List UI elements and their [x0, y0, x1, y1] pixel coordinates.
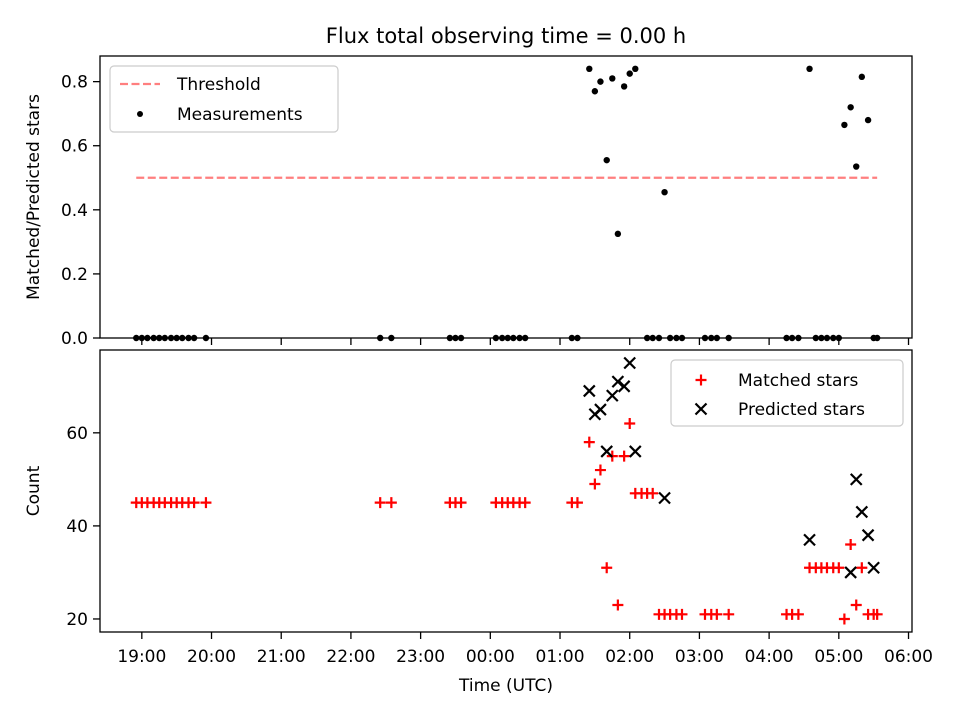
- legend-matched-label: Matched stars: [738, 371, 858, 391]
- matched-star-point: [601, 562, 613, 574]
- measurement-point: [806, 65, 813, 73]
- top-y-tick-label: 0.6: [61, 137, 88, 157]
- measurement-point: [632, 65, 639, 73]
- matched-star-point: [200, 497, 212, 509]
- bottom-x-tick-label: 03:00: [675, 647, 724, 667]
- predicted-star-point: [606, 389, 619, 402]
- bottom-x-tick-label: 05:00: [814, 647, 863, 667]
- bottom-x-tick-label: 20:00: [187, 647, 236, 667]
- matched-star-point: [850, 599, 862, 611]
- predicted-star-point: [583, 384, 596, 398]
- top-y-tick-label: 0.2: [61, 265, 88, 285]
- figure-title: Flux total observing time = 0.00 h: [326, 24, 686, 48]
- predicted-star-point: [617, 380, 631, 393]
- matched-star-point: [871, 608, 883, 620]
- measurement-point: [591, 88, 599, 95]
- measurement-point: [858, 73, 866, 81]
- matched-star-point: [618, 450, 630, 462]
- measurement-point: [864, 116, 872, 124]
- bottom-y-tick-label: 60: [66, 424, 88, 444]
- legend-predicted-swatch: [694, 402, 708, 416]
- measurement-point: [614, 230, 622, 238]
- matched-star-point: [612, 599, 624, 611]
- bottom-x-tick-label: 02:00: [605, 647, 654, 667]
- measurement-point: [847, 104, 854, 111]
- top-y-tick-label: 0.0: [61, 329, 88, 349]
- legend-predicted-label: Predicted stars: [738, 400, 865, 420]
- matched-star-point: [455, 497, 467, 509]
- matched-star-point: [856, 562, 868, 574]
- measurement-point: [626, 70, 633, 77]
- predicted-star-point: [861, 528, 875, 542]
- matched-star-point: [845, 539, 857, 551]
- measurement-point: [853, 163, 860, 170]
- bottom-x-tick-label: 22:00: [326, 647, 375, 667]
- predicted-star-point: [803, 533, 816, 547]
- legend-matched-swatch: [695, 374, 707, 386]
- legend-threshold-label: Threshold: [176, 75, 261, 95]
- top-axes-frame: [99, 55, 913, 339]
- matched-star-point: [594, 464, 606, 476]
- matched-star-point: [647, 487, 659, 499]
- matched-star-point: [723, 608, 735, 620]
- predicted-star-point: [658, 491, 671, 505]
- bottom-y-tick-label: 20: [66, 610, 88, 630]
- matched-star-point: [624, 418, 636, 430]
- matched-star-point: [571, 497, 583, 509]
- matched-star-point: [838, 613, 850, 625]
- bottom-x-tick-label: 21:00: [257, 647, 306, 667]
- top-legend-box: [109, 65, 339, 133]
- matched-star-point: [589, 478, 601, 490]
- measurement-point: [841, 121, 848, 129]
- matched-star-point: [711, 608, 723, 620]
- matched-star-point: [374, 497, 386, 509]
- measurement-point: [586, 65, 593, 73]
- measurement-point: [661, 188, 668, 196]
- top-y-tick-label: 0.4: [61, 201, 88, 221]
- matched-star-point: [583, 436, 595, 448]
- matched-star-point: [792, 608, 804, 620]
- top-y-tick-label: 0.8: [61, 73, 88, 93]
- predicted-star-point: [844, 566, 857, 579]
- bottom-panel: 20 40 60 19:00 20:00 21:00 22:00 23:00 00:00 01:0…: [24, 349, 933, 696]
- bottom-x-tick-label: 00:00: [466, 647, 515, 667]
- predicted-star-point: [867, 561, 880, 575]
- measurement-point: [603, 156, 610, 164]
- measurement-point: [620, 83, 628, 90]
- matched-star-point: [676, 608, 688, 620]
- top-y-axis-label: Matched/Predicted stars: [24, 94, 44, 300]
- predicted-star-point: [600, 445, 613, 458]
- legend-measurements-label: Measurements: [177, 105, 303, 125]
- bottom-x-tick-label: 04:00: [745, 647, 794, 667]
- measurement-point: [609, 75, 616, 82]
- bottom-y-tick-label: 40: [66, 517, 88, 537]
- bottom-x-tick-label: 19:00: [117, 647, 166, 667]
- matched-star-point: [519, 497, 531, 509]
- predicted-star-point: [629, 445, 642, 458]
- predicted-star-point: [849, 473, 863, 486]
- measurement-point: [597, 78, 604, 85]
- top-panel: 0.0 0.2 0.4 0.6 0.8 Matched/Predicted stars Th…: [24, 55, 913, 349]
- matched-star-point: [385, 497, 397, 509]
- predicted-star-point: [611, 375, 625, 388]
- bottom-legend-box: [670, 359, 904, 427]
- x-axis-label: Time (UTC): [458, 676, 553, 696]
- predicted-star-point: [623, 356, 636, 370]
- bottom-x-tick-label: 01:00: [536, 647, 585, 667]
- predicted-star-point: [594, 403, 607, 416]
- bottom-x-tick-label: 23:00: [396, 647, 445, 667]
- bottom-x-tick-label: 06:00: [884, 647, 933, 667]
- legend-measurements-swatch: [137, 111, 143, 117]
- matched-star-point: [188, 497, 200, 509]
- bottom-axes-frame: [99, 349, 913, 633]
- matched-star-point: [833, 562, 845, 574]
- bottom-y-axis-label: Count: [24, 465, 44, 516]
- predicted-star-point: [855, 505, 869, 519]
